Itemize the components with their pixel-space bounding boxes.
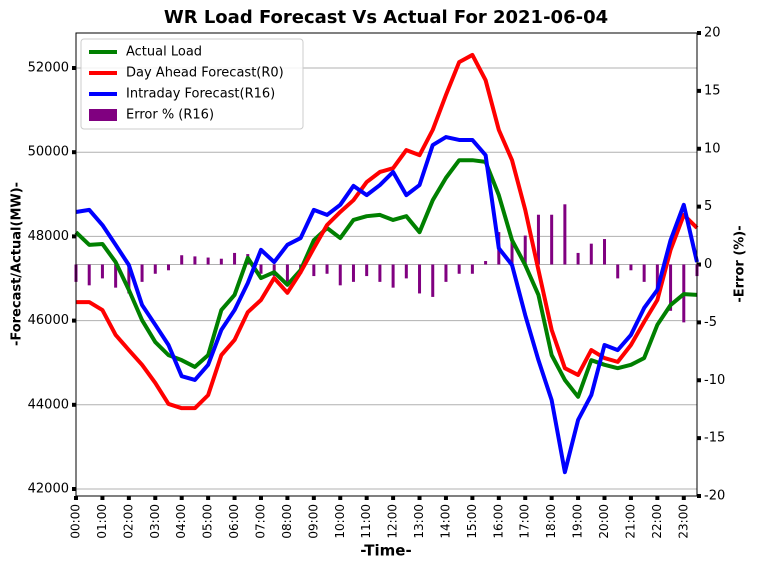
error-bar <box>325 264 329 274</box>
legend-label: Day Ahead Forecast(R0) <box>126 66 284 81</box>
error-bar <box>259 264 263 274</box>
error-bar <box>669 264 673 311</box>
y-tick-label: 52000 <box>28 60 69 75</box>
y2-tick-label: 0 <box>704 257 712 272</box>
y2-tick-label: -10 <box>704 373 725 388</box>
error-bar <box>378 264 382 282</box>
x-tick-label: 11:00 <box>359 504 373 539</box>
x-tick-label: 14:00 <box>438 504 452 539</box>
error-bar <box>457 264 461 274</box>
x-axis-label: -Time- <box>360 542 411 560</box>
y2-tick-label: 10 <box>704 141 721 156</box>
error-bar <box>87 264 91 286</box>
error-bar <box>642 264 646 282</box>
error-bar <box>589 243 593 265</box>
x-tick-label: 00:00 <box>69 504 83 539</box>
x-tick-label: 10:00 <box>333 504 347 539</box>
x-tick-label: 17:00 <box>518 504 532 539</box>
y-tick-label: 46000 <box>28 313 69 328</box>
x-tick-label: 13:00 <box>412 504 426 539</box>
series-line <box>75 135 699 475</box>
y-tick-label: 44000 <box>28 397 69 412</box>
x-tick-label: 05:00 <box>201 504 215 539</box>
error-bar <box>510 241 514 265</box>
x-tick-label: 03:00 <box>148 504 162 539</box>
error-bar <box>563 204 567 265</box>
x-tick-label: 06:00 <box>227 504 241 539</box>
error-bar <box>100 264 104 279</box>
y-tick-label: 42000 <box>28 482 69 497</box>
y2-tick-label: -20 <box>704 489 725 504</box>
error-bar <box>523 235 527 265</box>
y2-axis-label: -Error (%)- <box>733 225 748 302</box>
legend-label: Actual Load <box>126 45 202 60</box>
error-bar <box>616 264 620 279</box>
error-bar <box>166 264 170 271</box>
legend-box <box>80 38 304 130</box>
plot-frame <box>75 32 698 497</box>
x-tick-label: 19:00 <box>571 504 585 539</box>
series-line <box>74 158 698 399</box>
error-bar <box>391 264 395 288</box>
error-bar <box>431 264 435 297</box>
y-tick-label: 48000 <box>28 229 69 244</box>
y2-tick-label: 5 <box>704 199 712 214</box>
y2-tick-label: 15 <box>704 83 721 98</box>
error-bar <box>418 264 422 294</box>
error-bar <box>127 264 131 294</box>
x-tick-label: 18:00 <box>544 504 558 539</box>
error-bar <box>536 214 540 265</box>
error-bar <box>153 264 157 274</box>
error-bar <box>114 264 118 288</box>
x-tick-label: 08:00 <box>280 504 294 539</box>
error-bar <box>351 264 355 282</box>
x-tick-label: 01:00 <box>95 504 109 539</box>
legend-label: Intraday Forecast(R16) <box>126 87 275 102</box>
error-bar <box>484 261 488 265</box>
error-bar <box>603 239 607 265</box>
x-tick-label: 07:00 <box>253 504 267 539</box>
error-bar <box>576 252 580 265</box>
error-bar <box>233 252 237 265</box>
error-bar <box>470 264 474 274</box>
x-tick-label: 09:00 <box>306 504 320 539</box>
error-bar <box>193 256 197 265</box>
series-line <box>76 52 699 411</box>
error-bar <box>206 257 210 265</box>
error-bar <box>285 264 289 282</box>
legend-swatch <box>89 109 117 121</box>
x-tick-label: 15:00 <box>465 504 479 539</box>
x-tick-label: 02:00 <box>121 504 135 539</box>
error-bar <box>180 255 184 265</box>
error-bar <box>365 264 369 277</box>
error-bar <box>655 264 659 294</box>
x-tick-label: 04:00 <box>174 504 188 539</box>
error-bar <box>338 264 342 286</box>
y2-tick-label: -5 <box>704 315 717 330</box>
x-tick-label: 22:00 <box>650 504 664 539</box>
y-axis-label: -Forecast/Actual(MW)- <box>10 182 25 346</box>
error-bar <box>219 258 223 265</box>
error-bar <box>404 264 408 279</box>
x-tick-label: 21:00 <box>623 504 637 539</box>
y2-tick-label: 20 <box>704 26 721 41</box>
error-bar <box>140 264 144 282</box>
error-bar <box>629 264 633 271</box>
x-tick-label: 16:00 <box>491 504 505 539</box>
x-tick-label: 20:00 <box>597 504 611 539</box>
chart-title: WR Load Forecast Vs Actual For 2021-06-0… <box>164 7 608 28</box>
error-bar <box>444 264 448 282</box>
legend-label: Error % (R16) <box>126 108 214 123</box>
y-tick-label: 50000 <box>28 145 69 160</box>
error-bar <box>550 214 554 265</box>
x-tick-label: 23:00 <box>676 504 690 539</box>
x-tick-label: 12:00 <box>386 504 400 539</box>
y2-tick-label: -15 <box>704 431 725 446</box>
error-bar <box>312 264 316 277</box>
